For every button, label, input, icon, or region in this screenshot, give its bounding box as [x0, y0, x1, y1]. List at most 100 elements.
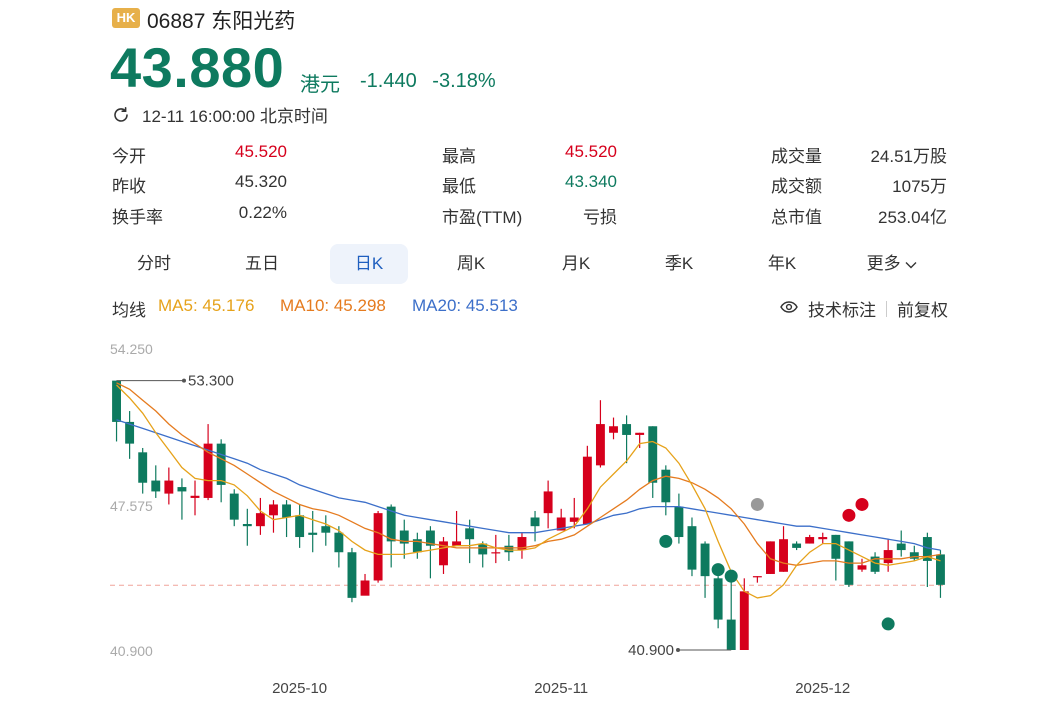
candle-body	[805, 537, 815, 544]
candle-body	[622, 424, 632, 435]
candle-body	[112, 380, 121, 422]
stat-label-volume: 成交量	[771, 147, 822, 166]
candle-body	[765, 541, 775, 574]
ma20-line	[116, 419, 941, 551]
candle-body	[543, 491, 553, 514]
x-tick-label: 2025-12	[795, 680, 850, 697]
event-marker	[881, 617, 895, 631]
tab-monthly-k[interactable]: 月K	[561, 254, 591, 273]
stat-value-low: 43.340	[565, 172, 617, 191]
candle-body	[792, 543, 802, 548]
quote-time-row: 12-11 16:00:00 北京时间	[112, 102, 328, 127]
candle-body	[386, 506, 396, 542]
candle-body	[439, 541, 448, 566]
candle-body	[242, 524, 252, 527]
stat-label-low: 最低	[442, 177, 476, 196]
market-badge: HK	[112, 8, 140, 28]
stat-label-high: 最高	[442, 147, 476, 166]
candle-body	[831, 534, 841, 559]
candle-body	[412, 539, 422, 553]
event-marker	[711, 563, 725, 577]
candle-body	[896, 543, 906, 551]
tab-more[interactable]: 更多	[857, 244, 927, 284]
low-marker-dot	[676, 648, 680, 652]
candle-body	[857, 565, 867, 570]
candle-body	[295, 515, 305, 538]
stat-label-market-cap: 总市值	[771, 208, 822, 227]
stat-label-open: 今开	[112, 147, 146, 166]
candle-body	[661, 469, 671, 503]
tab-weekly-k[interactable]: 周K	[456, 254, 486, 273]
x-tick-label: 2025-11	[534, 680, 588, 697]
candle-body	[883, 550, 893, 564]
tab-five-day[interactable]: 五日	[245, 254, 279, 273]
eye-icon[interactable]	[780, 299, 798, 319]
candle-body	[818, 537, 828, 540]
candle-body	[595, 424, 605, 466]
stat-value-prev-close: 45.320	[235, 172, 287, 191]
candle-body	[321, 526, 331, 533]
candle-body	[151, 480, 161, 492]
candle-body	[530, 517, 540, 527]
stat-value-amount: 1075万	[892, 177, 947, 196]
candle-body	[360, 580, 370, 596]
ma10-line	[116, 382, 941, 566]
tab-quarterly-k[interactable]: 季K	[664, 254, 694, 273]
candle-body	[229, 493, 239, 520]
x-tick-label: 2025-10	[272, 680, 327, 697]
candle-body	[569, 517, 579, 522]
candle-body	[936, 554, 945, 585]
divider	[886, 300, 887, 317]
candle-body	[452, 541, 462, 546]
quote-timestamp: 12-11 16:00:00 北京时间	[142, 107, 328, 126]
candlestick-chart[interactable]: 54.250 47.575 40.900 53.300 40.900 2025-10 202…	[0, 330, 1058, 705]
stat-value-volume: 24.51万股	[870, 147, 947, 166]
candle-body	[334, 532, 344, 553]
event-marker	[750, 497, 764, 511]
y-tick-label: 47.575	[110, 498, 153, 514]
event-marker	[659, 534, 673, 548]
candle-body	[308, 532, 318, 535]
change-amount: -1.440	[360, 70, 417, 92]
price-adjust-button[interactable]: 前复权	[897, 301, 948, 320]
candle-body	[138, 452, 148, 483]
currency-label: 港元	[300, 74, 340, 96]
stock-title: 06887 东阳光药	[147, 5, 295, 35]
technical-annotation-button[interactable]: 技术标注	[808, 301, 876, 320]
candle-body	[779, 539, 788, 572]
candle-body	[713, 578, 723, 620]
ma20-value: MA20: 45.513	[412, 296, 518, 315]
candle-body	[177, 487, 187, 492]
tab-daily-k[interactable]: 日K	[330, 244, 408, 284]
candle-body	[726, 619, 736, 650]
candle-body	[465, 528, 475, 540]
stat-label-amount: 成交额	[771, 177, 822, 196]
ma5-value: MA5: 45.176	[158, 296, 255, 315]
candle-body	[739, 591, 749, 650]
stat-value-open: 45.520	[235, 142, 287, 161]
event-marker	[724, 569, 738, 583]
candle-body	[687, 526, 697, 570]
y-tick-label: 40.900	[110, 643, 153, 659]
candle-body	[478, 543, 488, 555]
refresh-icon[interactable]	[112, 106, 130, 124]
candle-body	[425, 530, 435, 546]
candle-body	[556, 517, 566, 531]
ma5-line	[116, 384, 941, 599]
candle-body	[216, 443, 226, 485]
candle-body	[635, 432, 645, 435]
candle-body	[373, 513, 383, 581]
candle-body	[203, 443, 213, 498]
stat-value-market-cap: 253.04亿	[878, 208, 947, 227]
chevron-down-icon	[905, 254, 917, 273]
event-marker	[855, 497, 869, 511]
candle-body	[282, 504, 292, 518]
low-marker-label: 40.900	[628, 642, 674, 659]
stat-value-turnover: 0.22%	[238, 203, 287, 222]
candle-body	[517, 537, 527, 551]
tab-intraday[interactable]: 分时	[137, 254, 171, 273]
candle-body	[491, 552, 501, 554]
ma10-value: MA10: 45.298	[280, 296, 386, 315]
tab-yearly-k[interactable]: 年K	[767, 254, 797, 273]
candle-body	[190, 495, 200, 498]
